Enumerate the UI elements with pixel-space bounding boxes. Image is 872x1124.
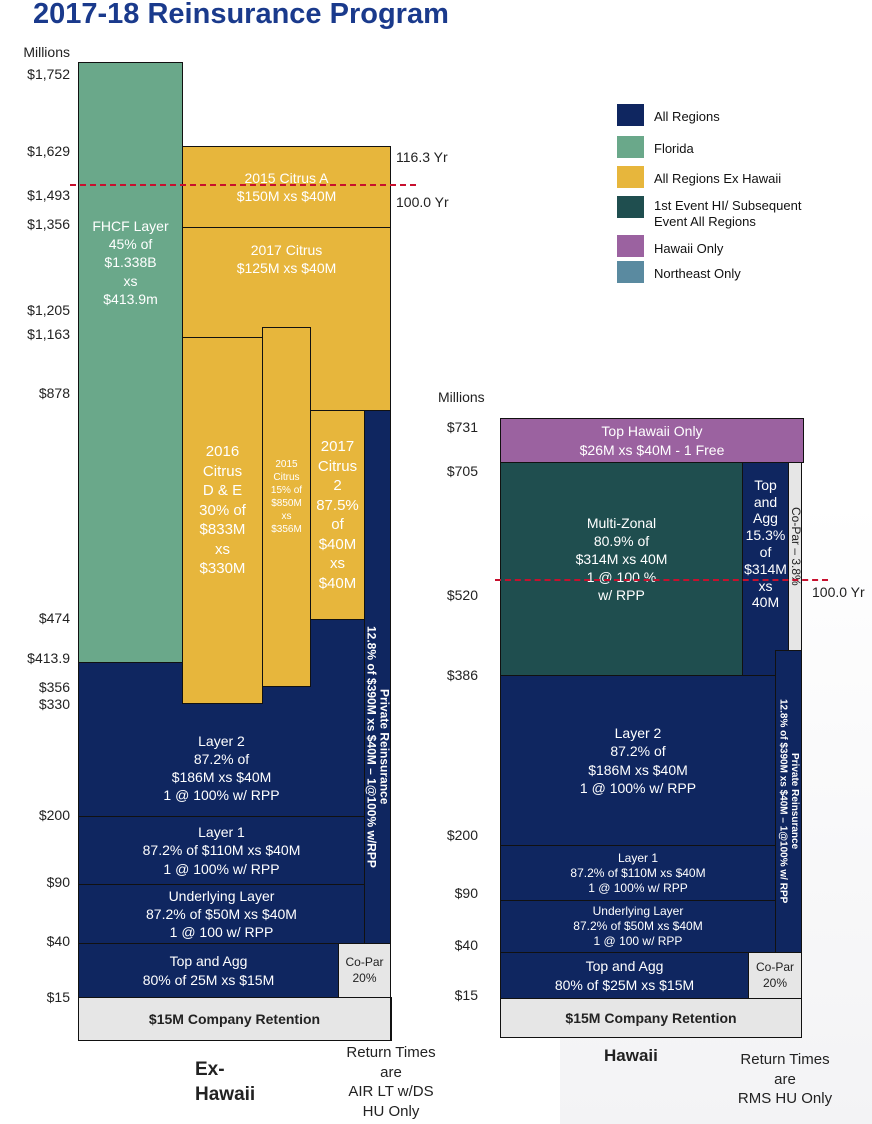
underlying-layer-block: Underlying Layer 87.2% of $50M xs $40M 1…	[78, 884, 365, 944]
copar-38-block: Co-Par – 3.8%	[788, 462, 803, 651]
retention-block: $15M Company Retention	[500, 998, 802, 1038]
legend-label: Florida	[654, 141, 694, 156]
axis-unit: Millions	[438, 389, 485, 405]
tower-label: Hawaii	[604, 1046, 658, 1065]
legend-label: All Regions	[654, 109, 720, 124]
axis-tick: $1,205	[27, 302, 70, 318]
fhcf-block: FHCF Layer 45% of $1.338B xs $413.9m	[78, 62, 183, 663]
return-period-label: 100.0 Yr	[812, 584, 865, 600]
copar-block: Co-Par 20%	[748, 952, 802, 999]
axis-tick: $1,629	[27, 143, 70, 159]
legend-label: Northeast Only	[654, 266, 741, 281]
axis-tick: $40	[454, 937, 478, 953]
top-agg-block: Top and Agg 80% of 25M xs $15M	[78, 943, 339, 998]
top-agg-153-block: Top and Agg 15.3% of $314M xs 40M	[742, 462, 789, 676]
citrus-2017-2-block: 2017 Citrus 2 87.5% of $40M xs $40M	[310, 410, 365, 620]
layer2-block: Layer 2 87.2% of $186M xs $40M 1 @ 100% …	[500, 675, 776, 846]
axis-tick: $1,163	[27, 326, 70, 342]
axis-tick: $731	[446, 419, 478, 435]
legend-swatch-first-event	[617, 196, 644, 218]
copar-block: Co-Par 20%	[338, 943, 391, 998]
return-period-label: 116.3 Yr	[396, 149, 448, 165]
layer1-block: Layer 1 87.2% of $110M xs $40M 1 @ 100% …	[78, 816, 365, 885]
axis-tick: $878	[38, 385, 70, 401]
axis-tick: $1,752	[27, 66, 70, 82]
return-period-line	[70, 184, 416, 186]
legend-swatch-hawaii-only	[617, 235, 644, 257]
axis-tick: $356	[38, 679, 70, 695]
legend-swatch-all-regions	[617, 104, 644, 126]
citrus-2016de-block: 2016 Citrus D & E 30% of $833M xs $330M	[182, 337, 263, 704]
citrus-2015-block: 2015 Citrus 15% of $850M xs $356M	[262, 327, 311, 687]
axis-tick: $413.9	[27, 650, 70, 666]
legend-label: 1st Event HI/ Subsequent Event All Regio…	[654, 198, 802, 230]
axis-tick: $90	[454, 885, 478, 901]
legend-label: Hawaii Only	[654, 241, 724, 256]
axis-tick: $1,356	[27, 216, 70, 232]
return-times-note: Return Times are AIR LT w/DS HU Only	[346, 1044, 436, 1120]
axis-tick: $15	[454, 987, 478, 1003]
citrus-2015a-block: 2015 Citrus A $150M xs $40M	[182, 146, 391, 228]
axis-tick: $705	[446, 463, 478, 479]
return-times-note: Return Times are RMS HU Only	[737, 1051, 833, 1107]
return-period-line	[495, 579, 828, 581]
return-period-label: 100.0 Yr	[396, 194, 449, 210]
top-agg-block: Top and Agg 80% of $25M xs $15M	[500, 952, 749, 999]
axis-tick: $15	[46, 989, 70, 1005]
legend-label: All Regions Ex Hawaii	[654, 171, 782, 186]
private-reinsurance-block: Private Reinsurance 12.8% of $390M xs $4…	[775, 650, 802, 953]
retention-block: $15M Company Retention	[78, 997, 391, 1041]
axis-unit: Millions	[23, 44, 70, 60]
underlying-layer-block: Underlying Layer 87.2% of $50M xs $40M 1…	[500, 900, 776, 953]
multizonal-block: Multi-Zonal 80.9% of $314M xs 40M 1 @ 10…	[500, 462, 743, 676]
legend-swatch-northeast-only	[617, 261, 644, 283]
axis-tick: $40	[46, 933, 70, 949]
layer1-block: Layer 1 87.2% of $110M xs $40M 1 @ 100% …	[500, 845, 776, 901]
legend-swatch-florida	[617, 136, 644, 158]
axis-tick: $1,493	[27, 187, 70, 203]
axis-tick: $200	[38, 807, 70, 823]
page-title: 2017-18 Reinsurance Program	[33, 0, 449, 30]
top-hawaii-only-block: Top Hawaii Only $26M xs $40M - 1 Free	[500, 418, 804, 463]
axis-tick: $520	[446, 587, 478, 603]
private-reinsurance-block: Private Reinsurance 12.8% of $390M xs $4…	[364, 410, 392, 944]
axis-tick: $330	[38, 696, 70, 712]
axis-tick: $474	[38, 610, 70, 626]
axis-tick: $90	[46, 874, 70, 890]
axis-tick: $386	[446, 667, 478, 683]
axis-tick: $200	[446, 827, 478, 843]
legend-swatch-ex-hawaii	[617, 166, 644, 188]
tower-label: Ex- Hawaii	[195, 1059, 256, 1105]
